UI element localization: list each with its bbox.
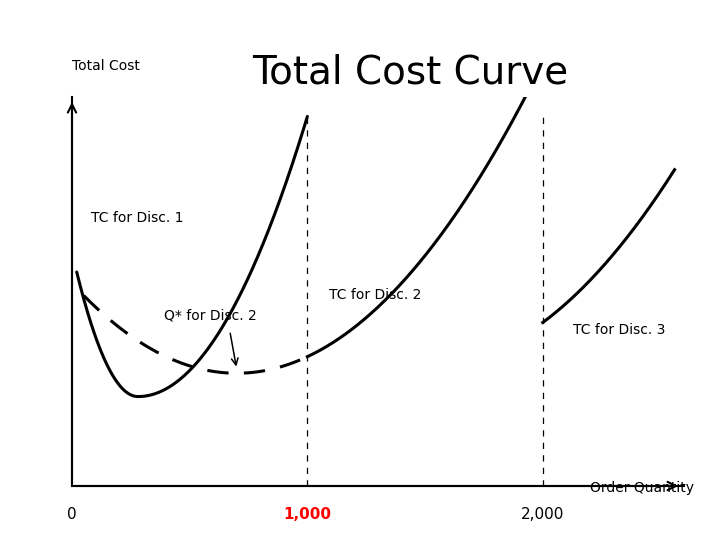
Text: Total Cost Curve: Total Cost Curve <box>252 54 569 92</box>
Text: 2,000: 2,000 <box>521 508 564 522</box>
Text: TC for Disc. 3: TC for Disc. 3 <box>573 323 666 338</box>
Text: Order Quantity: Order Quantity <box>590 481 694 495</box>
Text: TC for Disc. 2: TC for Disc. 2 <box>328 288 421 302</box>
Text: Q* for Disc. 2: Q* for Disc. 2 <box>164 309 256 323</box>
Text: 0: 0 <box>67 508 77 522</box>
Text: TC for Disc. 1: TC for Disc. 1 <box>91 211 184 225</box>
Text: 1,000: 1,000 <box>284 508 331 522</box>
Text: Total Cost: Total Cost <box>72 59 140 73</box>
